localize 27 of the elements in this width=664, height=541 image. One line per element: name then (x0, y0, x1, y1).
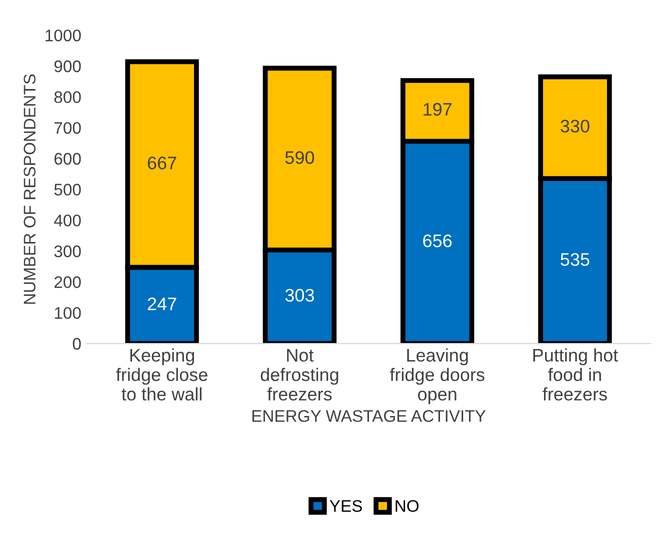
y-tick-label: 0 (72, 338, 81, 350)
data-label: 330 (560, 120, 590, 133)
y-tick-label: 700 (54, 122, 81, 134)
data-label: 656 (423, 234, 452, 248)
data-label: 197 (424, 102, 452, 116)
y-tick-label: 800 (54, 91, 81, 104)
y-tick-label: 200 (54, 276, 81, 288)
y-tick-label: 300 (54, 245, 81, 258)
legend-label: YES (330, 500, 362, 512)
y-tick-label: 100 (54, 307, 81, 319)
x-tick-label: Leaving fridge doors open (390, 348, 484, 404)
y-tick-label: 900 (54, 60, 81, 72)
x-tick-label: Keeping fridge close to the wall (116, 348, 208, 401)
y-tick-label: 500 (54, 184, 81, 196)
y-tick-label: 1000 (46, 30, 81, 42)
data-label: 535 (560, 253, 590, 266)
x-axis-title: ENERGY WASTAGE ACTIVITY (252, 410, 486, 422)
y-tick-label: 600 (54, 152, 81, 165)
x-tick-label: Not defrosting freezers (260, 349, 338, 401)
y-axis-title: NUMBER OF RESPONDENTS (24, 74, 36, 304)
data-label: 667 (148, 156, 176, 170)
data-label: 247 (148, 298, 176, 310)
legend-label: NO (396, 500, 419, 512)
y-tick-label: 400 (54, 214, 81, 226)
data-label: 303 (285, 288, 314, 302)
x-tick-label: Putting hot food in freezers (533, 348, 618, 401)
data-label: 590 (285, 151, 314, 164)
